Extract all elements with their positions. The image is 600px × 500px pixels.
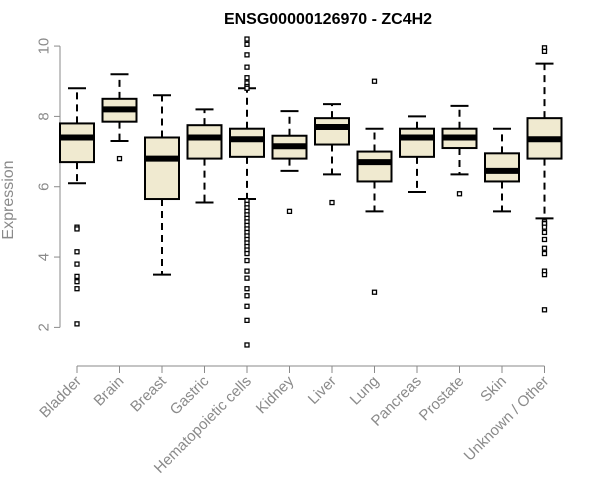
box-group <box>101 73 138 162</box>
x-category-label: Liver <box>305 373 340 408</box>
box-group <box>356 78 393 295</box>
axes: 2 4 6 8 10 <box>36 38 545 373</box>
box-group <box>314 103 350 206</box>
box-group <box>59 87 95 327</box>
outlier-point <box>244 250 250 257</box>
outlier-point <box>371 289 378 295</box>
outlier-point <box>541 307 548 313</box>
outlier-point <box>286 208 293 214</box>
y-tick-label: 4 <box>36 253 53 261</box>
box-group <box>186 108 223 204</box>
box-group <box>399 115 435 193</box>
outlier-point <box>541 245 548 251</box>
x-category-label: Bladder <box>36 373 85 422</box>
outlier-point <box>244 317 250 324</box>
outlier-point <box>244 75 250 81</box>
y-tick-label: 6 <box>36 183 53 191</box>
box-iqr <box>229 127 265 158</box>
outlier-point <box>74 286 80 292</box>
box-iqr <box>144 136 180 201</box>
outlier-point <box>244 268 250 274</box>
box-group <box>144 94 180 276</box>
box-iqr <box>399 127 435 158</box>
box-iqr <box>356 150 393 183</box>
x-category-label: Lung <box>347 373 383 409</box>
x-category-label: Brain <box>91 373 128 410</box>
box-group <box>271 110 308 214</box>
outlier-point <box>116 155 123 162</box>
outlier-point <box>244 36 250 42</box>
outlier-point <box>541 48 548 54</box>
outlier-point <box>541 224 548 230</box>
outlier-point <box>244 85 250 91</box>
outlier-point <box>541 250 548 257</box>
outlier-point <box>244 293 250 299</box>
y-tick-label: 2 <box>36 323 53 331</box>
box-group <box>441 104 478 197</box>
outlier-point <box>244 64 250 70</box>
outlier-point <box>244 303 250 309</box>
outlier-point <box>244 286 250 292</box>
x-category-label: Kidney <box>253 372 298 417</box>
box-iqr <box>484 152 520 183</box>
outlier-point <box>541 229 548 236</box>
outlier-point <box>74 249 80 255</box>
box-iqr <box>186 124 223 160</box>
outlier-point <box>74 279 80 285</box>
y-tick-label: 10 <box>36 38 53 55</box>
outlier-point <box>244 257 250 264</box>
box-group <box>526 45 563 313</box>
x-category-label: Skin <box>477 373 510 406</box>
outlier-point <box>541 271 548 278</box>
outlier-point <box>74 226 80 232</box>
boxes <box>59 36 563 348</box>
outlier-point <box>244 275 250 281</box>
outlier-point <box>371 78 378 84</box>
outlier-point <box>74 261 80 267</box>
y-tick-label: 8 <box>36 112 53 120</box>
outlier-point <box>456 191 463 197</box>
outlier-point <box>74 273 80 280</box>
x-category-label: Prostate <box>416 373 468 425</box>
outlier-point <box>541 236 548 243</box>
box-group <box>484 127 520 213</box>
box-group <box>229 36 265 348</box>
x-category-label: Breast <box>127 372 170 415</box>
chart-title: ENSG00000126970 - ZC4H2 <box>224 11 432 28</box>
outlier-point <box>244 41 250 47</box>
box-iqr <box>59 122 95 164</box>
outlier-point <box>244 52 250 58</box>
y-axis-label: Expression <box>0 160 17 239</box>
outlier-point <box>329 199 335 206</box>
outlier-point <box>244 342 250 348</box>
outlier-point <box>74 321 80 327</box>
box-iqr <box>314 117 350 146</box>
